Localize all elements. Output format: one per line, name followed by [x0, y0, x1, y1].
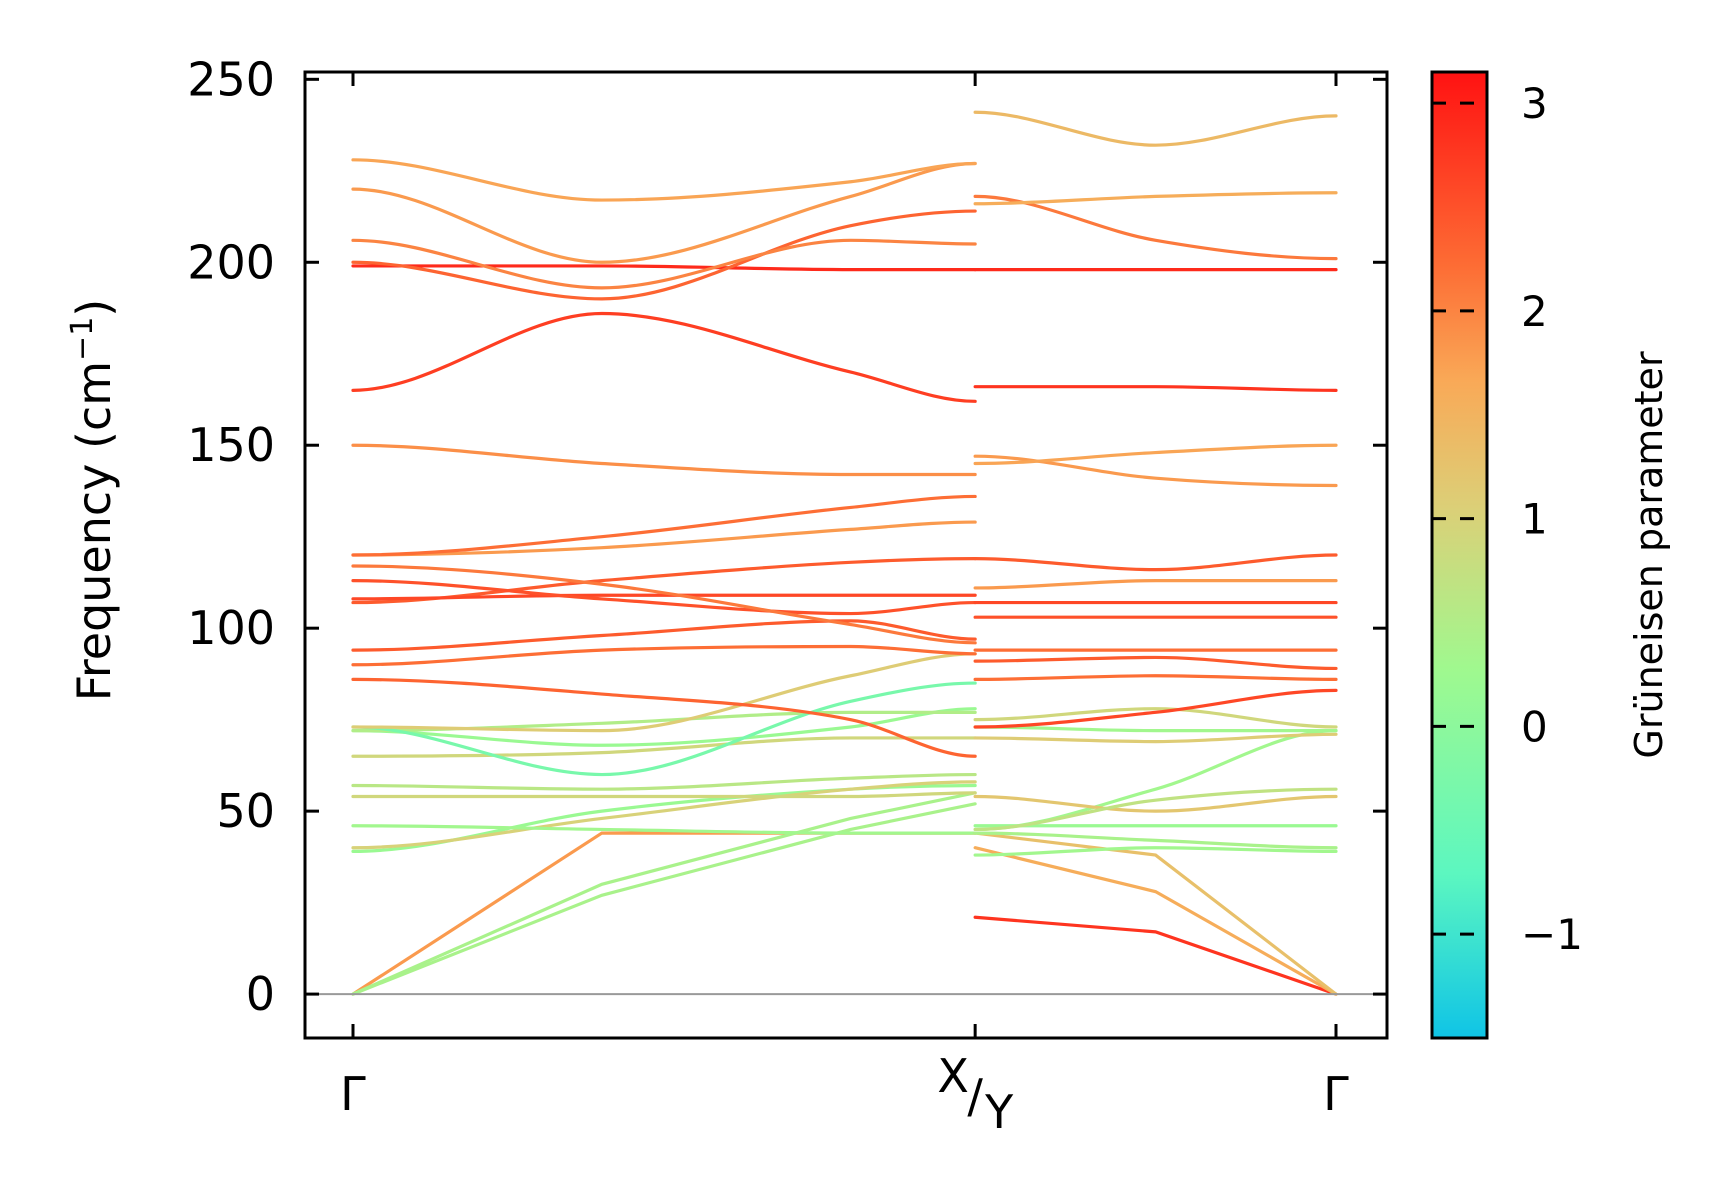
- colorbar-tick-label: 0: [1521, 702, 1548, 751]
- band-line-21: [351, 520, 977, 557]
- band-line-51: [973, 443, 1338, 466]
- colorbar: [1430, 70, 1489, 1040]
- plot-frame: [303, 70, 1389, 1040]
- band-line-22: [351, 494, 977, 557]
- band-line-56: [973, 110, 1338, 147]
- band-line-1: [351, 831, 977, 996]
- y-tick-label: 50: [216, 784, 275, 838]
- band-line-41: [973, 707, 1338, 729]
- band-line-12: [351, 681, 977, 777]
- band-line-29: [351, 158, 977, 202]
- band-line-6: [351, 824, 977, 835]
- band-line-17: [351, 557, 977, 605]
- band-line-54: [973, 194, 1338, 261]
- band-line-37: [973, 794, 1338, 813]
- band-line-33: [973, 846, 1338, 857]
- band-line-7: [351, 791, 977, 799]
- phonon-bands: [351, 110, 1338, 996]
- band-line-28: [351, 161, 977, 264]
- colorbar-tick-label: 3: [1521, 79, 1548, 128]
- y-tick-label: 150: [187, 418, 275, 472]
- x-axis-ticks: [351, 72, 1338, 1038]
- band-line-27: [351, 238, 977, 290]
- band-line-2: [351, 791, 977, 996]
- band-line-36: [973, 729, 1338, 832]
- band-line-9: [351, 736, 977, 758]
- y-tick-label: 100: [187, 601, 275, 655]
- band-line-8: [351, 772, 977, 791]
- band-line-32: [973, 831, 1338, 996]
- band-line-19: [351, 579, 977, 616]
- band-line-52: [973, 385, 1338, 392]
- x-tick-label-x: X: [937, 1049, 969, 1103]
- band-line-5: [351, 780, 977, 850]
- band-line-44: [973, 655, 1338, 671]
- y-axis-title: Frequency (cm−1): [65, 299, 121, 702]
- colorbar-title: Grüneisen parameter: [1627, 351, 1671, 759]
- band-line-3: [351, 802, 977, 996]
- band-line-10: [351, 707, 977, 747]
- colorbar-ticks: −1 0 1 2 3: [1432, 79, 1583, 959]
- band-line-38: [973, 787, 1338, 832]
- colorbar-tick-label: 2: [1521, 287, 1548, 336]
- colorbar-tick-label: −1: [1521, 910, 1583, 959]
- band-line-26: [351, 209, 977, 301]
- x-tick-label-y: Y: [984, 1085, 1014, 1139]
- band-line-25: [351, 264, 977, 272]
- y-tick-label: 0: [246, 967, 275, 1021]
- band-line-48: [973, 579, 1338, 590]
- band-line-40: [973, 725, 1338, 733]
- y-tick-label: 200: [187, 235, 275, 289]
- y-axis-ticks: 0 50 100 150 200 250: [187, 52, 1387, 1021]
- band-line-42: [973, 688, 1338, 729]
- x-tick-label-gamma-start: Γ: [340, 1067, 366, 1121]
- band-line-14: [351, 677, 977, 758]
- band-line-39: [973, 732, 1338, 744]
- band-line-31: [973, 846, 1338, 996]
- colorbar-tick-label: 1: [1521, 495, 1548, 544]
- band-line-15: [351, 644, 977, 667]
- band-line-16: [351, 619, 977, 652]
- y-tick-label: 250: [187, 52, 275, 106]
- band-line-18: [351, 593, 977, 601]
- x-tick-label-slash: /: [967, 1069, 983, 1123]
- band-line-34: [973, 831, 1338, 850]
- band-line-30: [973, 915, 1338, 996]
- band-line-13: [351, 652, 977, 733]
- band-line-49: [973, 553, 1338, 572]
- band-line-55: [973, 191, 1338, 206]
- band-line-20: [351, 564, 977, 645]
- band-line-23: [351, 443, 977, 477]
- band-line-24: [351, 311, 977, 403]
- band-line-43: [973, 674, 1338, 682]
- x-tick-label-gamma-end: Γ: [1323, 1067, 1349, 1121]
